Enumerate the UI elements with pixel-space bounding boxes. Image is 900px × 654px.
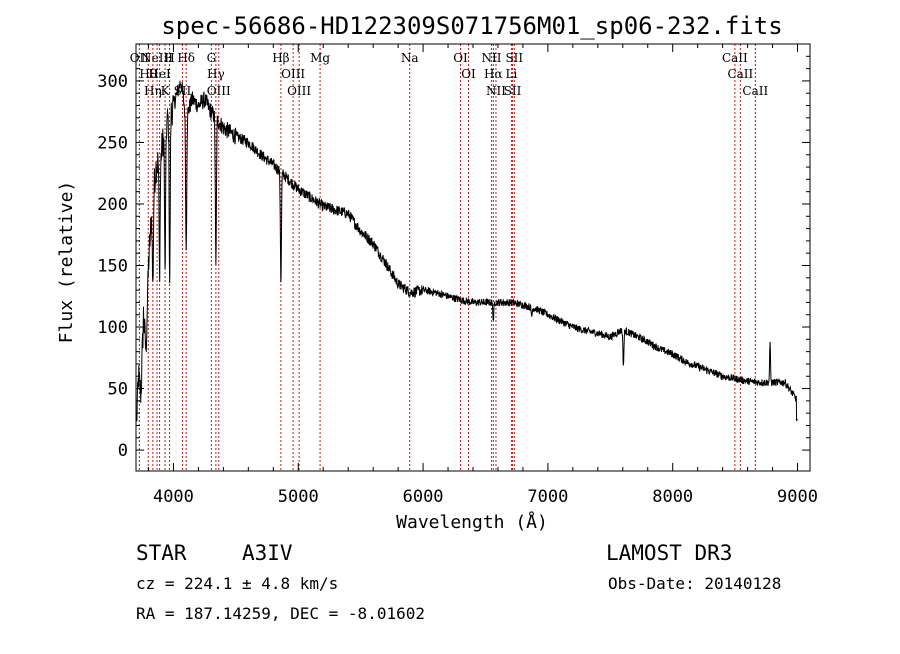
- line-marker-label: K: [161, 84, 171, 98]
- line-marker-label: Hθ: [139, 67, 157, 81]
- line-marker-label: SII: [505, 51, 523, 65]
- x-axis-label: Wavelength (Å): [396, 511, 548, 533]
- line-marker-label: OII: [130, 51, 150, 65]
- line-marker-label: CaII: [722, 51, 748, 65]
- y-tick-label: 50: [108, 380, 128, 400]
- line-marker-label: OI: [461, 67, 476, 81]
- y-tick-label: 300: [97, 72, 128, 92]
- spectrum-line: [136, 80, 798, 422]
- line-marker-label: Hα: [484, 67, 503, 81]
- line-marker-label: Hβ: [272, 51, 289, 65]
- coords-line: RA = 187.14259, DEC = -8.01602: [136, 604, 425, 623]
- line-marker-label: SII: [504, 84, 522, 98]
- line-marker-label: NII: [481, 51, 501, 65]
- line-marker-label: OIII: [281, 67, 305, 81]
- x-tick-label: 7000: [527, 487, 568, 507]
- line-marker-label: Hγ: [207, 67, 225, 81]
- line-marker-label: Hδ: [177, 51, 195, 65]
- y-axis-label: Flux (relative): [56, 181, 77, 344]
- line-marker-label: OIII: [207, 84, 231, 98]
- y-axis-ticks: 0 50 100 150 200 250 300: [97, 55, 810, 461]
- y-tick-label: 250: [97, 133, 128, 153]
- x-tick-label: 5000: [278, 487, 319, 507]
- y-tick-label: 200: [97, 195, 128, 215]
- x-tick-label: 9000: [777, 487, 818, 507]
- line-marker-label: H: [164, 51, 174, 65]
- x-tick-label: 6000: [403, 487, 444, 507]
- y-tick-label: 0: [118, 441, 128, 461]
- line-marker-labels-layer: OII Hθ Hη NeIII HeI K H SII Hδ G Hγ OIII Hβ OIII OIII M…: [130, 51, 769, 98]
- redshift-line: cz = 224.1 ± 4.8 km/s: [136, 574, 338, 593]
- chart-title: spec-56686-HD122309S071756M01_sp06-232.f…: [161, 12, 782, 40]
- line-marker-label: G: [207, 51, 217, 65]
- survey-name: LAMOST DR3: [606, 541, 732, 565]
- y-tick-label: 150: [97, 256, 128, 276]
- line-marker-label: OIII: [287, 84, 311, 98]
- x-tick-label: 8000: [652, 487, 693, 507]
- x-axis-ticks: 4000 5000 6000 7000 8000 9000: [147, 44, 818, 507]
- line-marker-label: CaII: [727, 67, 753, 81]
- line-marker-label: NeIII: [141, 51, 173, 65]
- line-markers-layer: [138, 44, 756, 471]
- object-subclass: A3IV: [242, 541, 293, 565]
- line-marker-label: OI: [453, 51, 468, 65]
- line-marker-label: Li: [506, 67, 518, 81]
- object-class: STAR: [136, 541, 187, 565]
- line-marker-label: HeI: [148, 67, 171, 81]
- line-marker-label: Hη: [144, 84, 162, 98]
- plot-frame: [135, 43, 811, 472]
- obs-date-line: Obs-Date: 20140128: [608, 574, 781, 593]
- line-marker-label: CaII: [742, 84, 768, 98]
- y-tick-label: 100: [97, 318, 128, 338]
- line-marker-label: Mg: [310, 51, 330, 65]
- line-marker-label: NII: [486, 84, 506, 98]
- spectrum-layer: [136, 80, 798, 422]
- x-tick-label: 4000: [153, 487, 194, 507]
- line-marker-label: Na: [401, 51, 419, 65]
